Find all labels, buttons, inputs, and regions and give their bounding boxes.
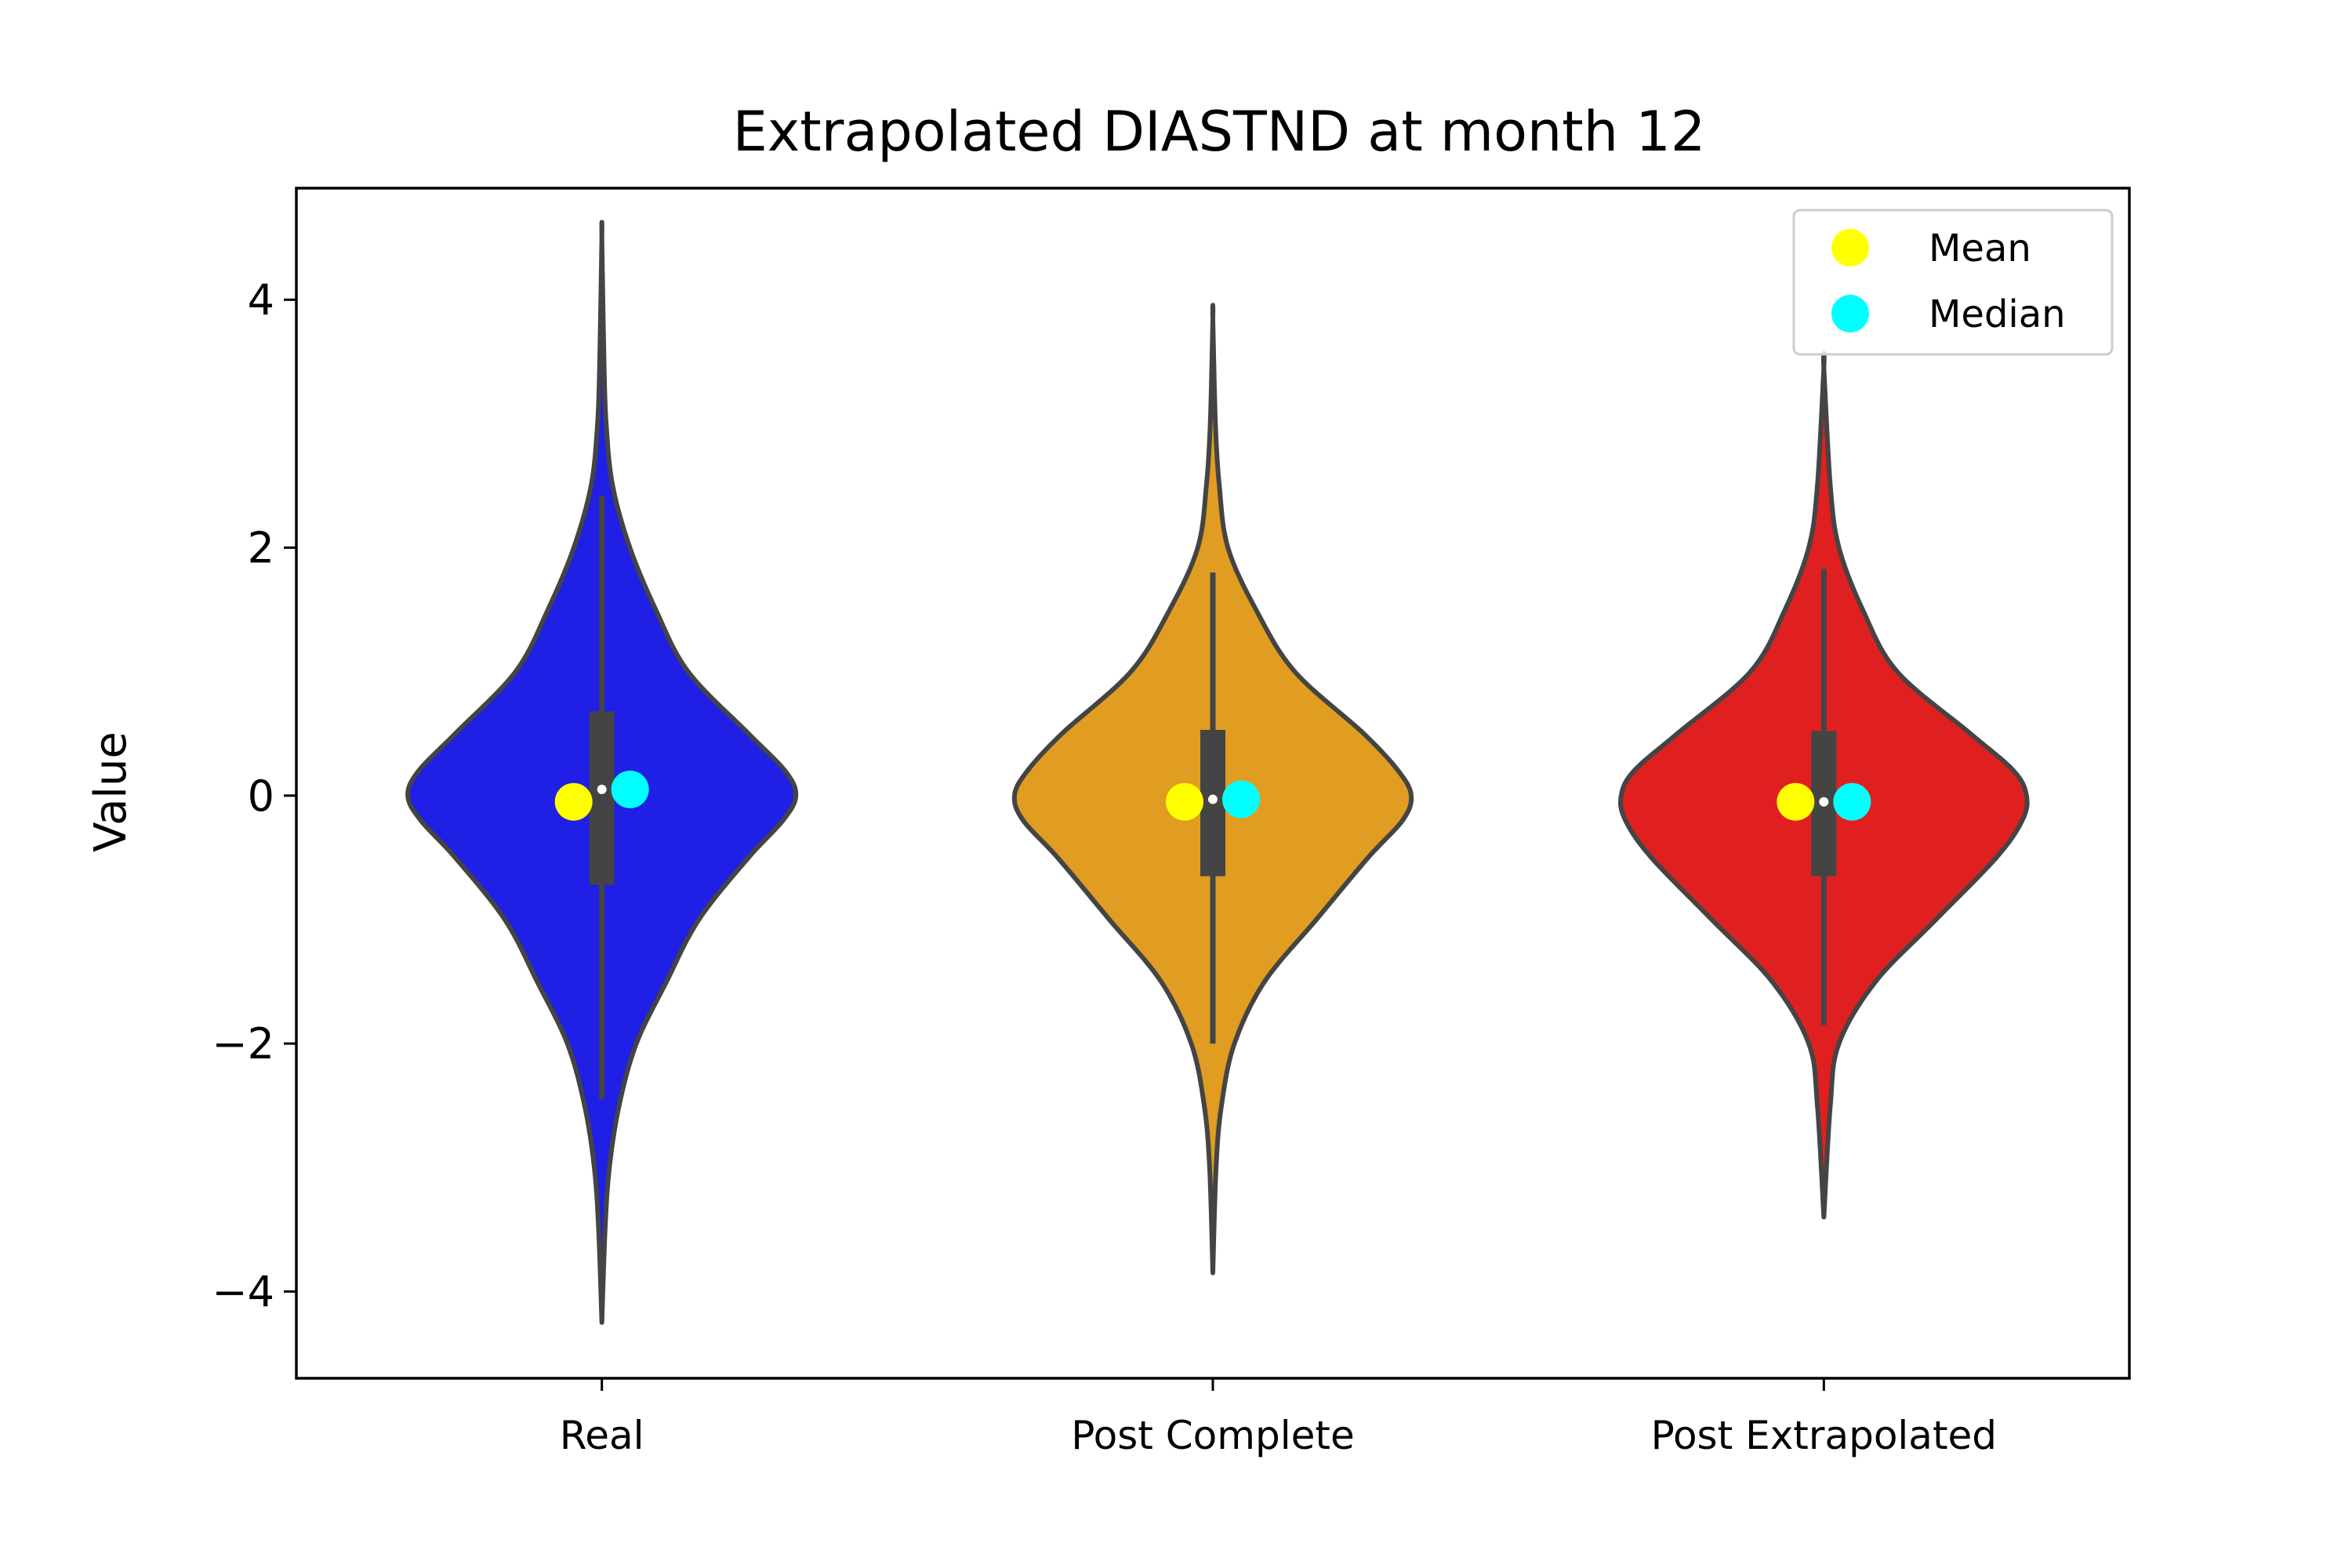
mean-marker-post-extrapolated [1777, 782, 1815, 821]
y-tick-label: 0 [248, 771, 274, 821]
legend-label-mean: Mean [1929, 227, 2031, 270]
y-tick-label: 2 [248, 524, 274, 573]
x-tick-label-post-extrapolated: Post Extrapolated [1651, 1413, 1997, 1458]
y-axis: −4 −2 0 2 4 [212, 275, 296, 1316]
median-marker-post-complete [1222, 780, 1260, 818]
legend-item-mean: Mean [1831, 227, 2031, 270]
y-axis-label: Value [85, 731, 136, 852]
y-tick-label: 4 [248, 275, 274, 325]
legend: Mean Median [1792, 209, 2114, 356]
x-tick-label-post-complete: Post Complete [1071, 1413, 1354, 1458]
median-marker-real [611, 770, 649, 808]
legend-marker-mean [1831, 229, 1869, 267]
median-marker-post-extrapolated [1833, 782, 1871, 821]
inner-median-real [597, 784, 607, 794]
violin-post-complete [1011, 303, 1414, 1276]
legend-label-median: Median [1929, 292, 2066, 336]
chart-title: Extrapolated DIASTND at month 12 [733, 100, 1706, 164]
mean-marker-real [554, 782, 593, 821]
legend-box [1792, 209, 2114, 356]
inner-median-post-complete [1208, 794, 1218, 804]
mean-marker-post-complete [1166, 782, 1203, 821]
violins-group [405, 220, 2030, 1325]
x-axis: Real Post Complete Post Extrapolated [560, 1378, 1997, 1458]
inner-median-post-extrapolated [1819, 797, 1829, 807]
y-tick-label: −4 [212, 1267, 274, 1316]
violin-post-extrapolated [1618, 350, 2030, 1220]
violin-real [405, 220, 799, 1325]
iqr-box-real [589, 711, 615, 885]
y-tick-label: −2 [212, 1019, 274, 1069]
legend-item-median: Median [1831, 292, 2066, 336]
x-tick-label-real: Real [560, 1413, 644, 1458]
legend-marker-median [1831, 295, 1869, 332]
